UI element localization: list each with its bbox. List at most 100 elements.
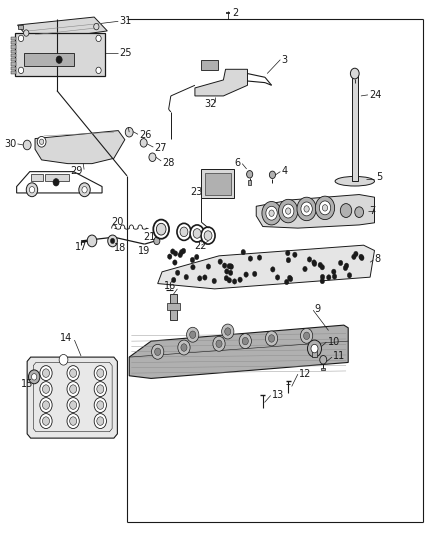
- Circle shape: [288, 276, 293, 281]
- Circle shape: [67, 382, 79, 397]
- Circle shape: [283, 204, 294, 218]
- Circle shape: [319, 201, 331, 215]
- Circle shape: [70, 369, 77, 377]
- Circle shape: [212, 278, 216, 284]
- Text: 24: 24: [369, 90, 381, 100]
- Circle shape: [228, 270, 233, 276]
- Circle shape: [190, 225, 204, 242]
- Circle shape: [82, 187, 87, 193]
- Circle shape: [203, 275, 207, 280]
- Text: 9: 9: [314, 304, 321, 314]
- Circle shape: [94, 398, 106, 413]
- Circle shape: [53, 179, 59, 186]
- Circle shape: [37, 136, 46, 147]
- Circle shape: [320, 274, 325, 280]
- Circle shape: [178, 340, 190, 355]
- Circle shape: [42, 369, 49, 377]
- Circle shape: [40, 414, 52, 429]
- Bar: [15, 33, 105, 76]
- Circle shape: [311, 344, 318, 353]
- Polygon shape: [18, 17, 107, 42]
- Circle shape: [332, 274, 337, 279]
- Circle shape: [241, 249, 245, 255]
- Circle shape: [154, 237, 160, 245]
- Circle shape: [343, 265, 348, 271]
- Polygon shape: [35, 131, 125, 164]
- Text: 18: 18: [114, 243, 126, 253]
- Circle shape: [271, 266, 275, 272]
- Circle shape: [156, 223, 166, 235]
- Circle shape: [42, 401, 49, 409]
- Text: 6: 6: [235, 158, 241, 167]
- Circle shape: [190, 257, 194, 263]
- Circle shape: [297, 197, 316, 221]
- Circle shape: [176, 270, 180, 276]
- Text: 27: 27: [154, 143, 167, 153]
- Circle shape: [269, 171, 276, 179]
- Text: 22: 22: [194, 241, 207, 251]
- Circle shape: [70, 417, 77, 425]
- Text: 10: 10: [328, 337, 340, 347]
- Circle shape: [97, 369, 104, 377]
- Text: 28: 28: [162, 158, 174, 167]
- Bar: [170, 294, 177, 320]
- Bar: [11, 62, 16, 66]
- Circle shape: [94, 23, 99, 30]
- Bar: [18, 25, 23, 29]
- Circle shape: [201, 227, 215, 244]
- Circle shape: [152, 344, 164, 359]
- Circle shape: [344, 263, 349, 269]
- Circle shape: [218, 259, 223, 264]
- Circle shape: [42, 417, 49, 425]
- Text: 3: 3: [282, 55, 288, 64]
- Circle shape: [340, 204, 352, 217]
- Circle shape: [96, 67, 101, 74]
- Circle shape: [223, 263, 227, 268]
- Circle shape: [304, 206, 309, 212]
- Circle shape: [155, 348, 161, 356]
- Bar: [24, 53, 74, 66]
- Bar: [352, 75, 358, 181]
- Circle shape: [320, 278, 325, 284]
- Circle shape: [67, 414, 79, 429]
- Circle shape: [287, 275, 292, 280]
- Circle shape: [276, 275, 280, 280]
- Text: 21: 21: [143, 232, 155, 242]
- Circle shape: [153, 220, 169, 239]
- Polygon shape: [195, 69, 247, 96]
- Circle shape: [178, 252, 182, 257]
- Circle shape: [70, 401, 77, 409]
- Circle shape: [173, 251, 178, 256]
- Ellipse shape: [335, 176, 374, 186]
- Circle shape: [229, 264, 233, 269]
- Bar: [11, 41, 16, 44]
- Circle shape: [180, 227, 188, 237]
- Circle shape: [244, 272, 248, 277]
- Circle shape: [262, 201, 281, 225]
- Circle shape: [258, 255, 262, 260]
- Circle shape: [70, 385, 77, 393]
- Circle shape: [149, 153, 156, 161]
- Text: 17: 17: [75, 242, 88, 252]
- Circle shape: [204, 231, 212, 240]
- Circle shape: [97, 401, 104, 409]
- Circle shape: [40, 398, 52, 413]
- Circle shape: [227, 278, 232, 283]
- Bar: [201, 169, 234, 198]
- Circle shape: [279, 199, 298, 223]
- Bar: [248, 180, 251, 185]
- Circle shape: [97, 385, 104, 393]
- Circle shape: [265, 331, 278, 346]
- Text: 29: 29: [71, 166, 83, 175]
- Circle shape: [307, 257, 312, 262]
- Circle shape: [172, 277, 176, 282]
- Circle shape: [40, 366, 52, 381]
- Text: 26: 26: [139, 130, 151, 140]
- Polygon shape: [256, 195, 374, 228]
- Circle shape: [352, 254, 356, 260]
- Circle shape: [181, 248, 186, 254]
- Circle shape: [238, 277, 242, 282]
- Circle shape: [286, 208, 291, 214]
- Circle shape: [224, 276, 229, 281]
- Circle shape: [253, 271, 257, 277]
